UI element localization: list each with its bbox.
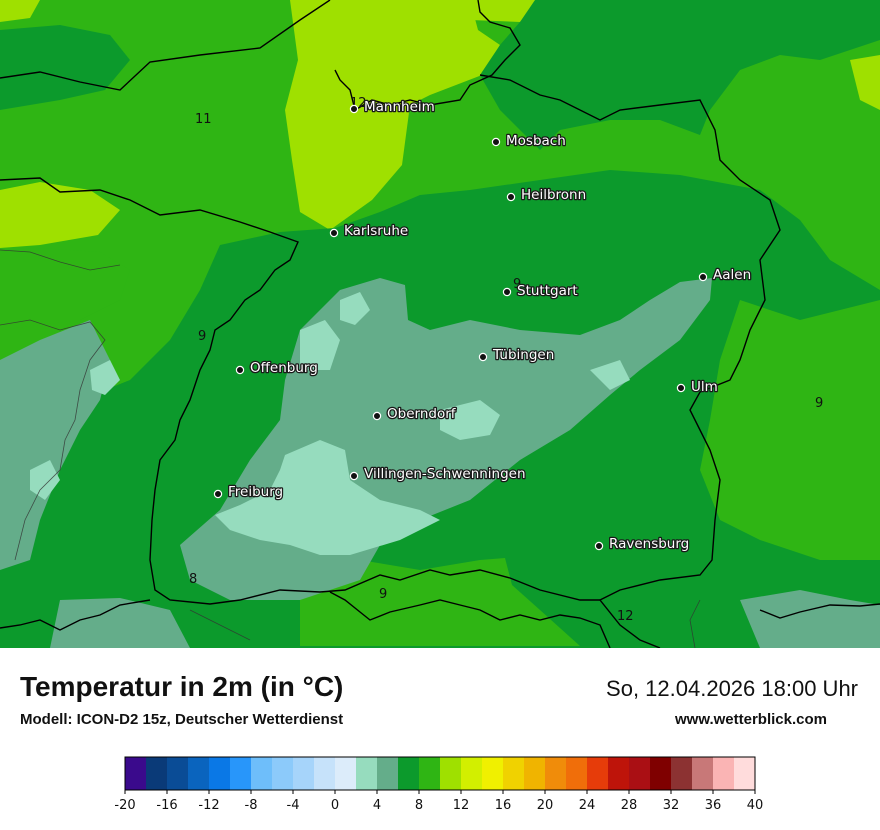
thin-borders bbox=[0, 249, 701, 648]
city-label: Mosbach bbox=[506, 133, 566, 149]
legend-swatch bbox=[440, 757, 462, 790]
legend-tick-label: -4 bbox=[287, 798, 300, 813]
city-label: Karlsruhe bbox=[344, 223, 408, 239]
legend-swatch bbox=[482, 757, 504, 790]
legend-swatch bbox=[146, 757, 168, 790]
city-label: Villingen-Schwenningen bbox=[364, 466, 526, 482]
legend-ticks: -20 -16 -12 -8 -4 0 4 8 12 16 20 24 28 32 36 40 bbox=[114, 790, 763, 813]
borders bbox=[0, 0, 880, 648]
legend-swatch bbox=[629, 757, 651, 790]
city-label: Mannheim bbox=[364, 99, 435, 115]
legend-swatch bbox=[188, 757, 210, 790]
city-label: Freiburg bbox=[228, 484, 283, 500]
legend-swatch bbox=[398, 757, 420, 790]
contour-label: 9 bbox=[198, 329, 206, 344]
city-mannheim[interactable]: Mannheim bbox=[349, 98, 436, 116]
city-label: Aalen bbox=[713, 267, 751, 283]
contour-label: 9 bbox=[379, 587, 387, 602]
city-tuebingen[interactable]: Tübingen bbox=[478, 346, 556, 364]
legend-tick-label: 36 bbox=[705, 798, 722, 813]
city-offenburg[interactable]: Offenburg bbox=[235, 359, 319, 377]
contour-label: 9 bbox=[815, 396, 823, 411]
city-ulm[interactable]: Ulm bbox=[676, 378, 719, 396]
legend-tick-label: 20 bbox=[537, 798, 554, 813]
legend-swatch bbox=[545, 757, 567, 790]
city-oberndorf[interactable]: Oberndorf bbox=[372, 405, 458, 423]
legend-swatch bbox=[734, 757, 756, 790]
temp-field-2-4 bbox=[30, 292, 630, 555]
legend-swatch bbox=[356, 757, 378, 790]
contour-label: 9 bbox=[513, 277, 521, 292]
legend-tick-label: -20 bbox=[114, 798, 135, 813]
legend-swatch bbox=[713, 757, 735, 790]
legend-tick-label: -16 bbox=[156, 798, 177, 813]
contour-label: 12 bbox=[617, 609, 634, 624]
legend-swatch bbox=[461, 757, 483, 790]
legend-swatch bbox=[692, 757, 714, 790]
legend-swatch bbox=[167, 757, 189, 790]
legend-swatch bbox=[608, 757, 630, 790]
map-title: Temperatur in 2m (in °C) bbox=[20, 671, 344, 702]
contour-label: 8 bbox=[189, 572, 197, 587]
city-mosbach[interactable]: Mosbach bbox=[491, 132, 567, 150]
legend-swatch bbox=[314, 757, 336, 790]
legend-tick-label: 16 bbox=[495, 798, 512, 813]
website-link[interactable]: www.wetterblick.com bbox=[675, 711, 827, 728]
city-label: Tübingen bbox=[492, 347, 554, 363]
legend-tick-label: 40 bbox=[747, 798, 764, 813]
legend-swatches bbox=[125, 757, 756, 790]
city-villingen-schwenningen[interactable]: Villingen-Schwenningen bbox=[349, 465, 527, 483]
legend-swatch bbox=[503, 757, 525, 790]
legend-frame bbox=[124, 756, 756, 791]
color-legend: -20 -16 -12 -8 -4 0 4 8 12 16 20 24 28 32 36 40 bbox=[114, 756, 763, 813]
city-markers: Mannheim Mosbach Heilbronn Karlsruhe Aal… bbox=[213, 98, 752, 553]
city-ravensburg[interactable]: Ravensburg bbox=[594, 535, 691, 553]
city-aalen[interactable]: Aalen bbox=[698, 266, 752, 284]
legend-swatch bbox=[272, 757, 294, 790]
city-label: Heilbronn bbox=[521, 187, 586, 203]
legend-swatch bbox=[377, 757, 399, 790]
legend-swatch bbox=[650, 757, 672, 790]
legend-swatch bbox=[335, 757, 357, 790]
legend-tick-label: 4 bbox=[373, 798, 381, 813]
city-label: Stuttgart bbox=[517, 283, 578, 299]
legend-swatch bbox=[671, 757, 693, 790]
legend-tick-label: 0 bbox=[331, 798, 339, 813]
legend-swatch bbox=[209, 757, 231, 790]
city-label: Ulm bbox=[691, 379, 718, 395]
city-label: Oberndorf bbox=[387, 406, 457, 422]
legend-tick-label: -8 bbox=[245, 798, 258, 813]
legend-swatch bbox=[230, 757, 252, 790]
temp-field-10-12 bbox=[0, 0, 880, 646]
model-source: Modell: ICON-D2 15z, Deutscher Wetterdie… bbox=[20, 711, 344, 728]
legend-swatch bbox=[293, 757, 315, 790]
temperature-map: 12 11 9 9 9 8 9 12 Mannheim Mosbach Heil… bbox=[0, 0, 880, 648]
city-heilbronn[interactable]: Heilbronn bbox=[506, 186, 587, 204]
legend-tick-label: -12 bbox=[198, 798, 219, 813]
legend-swatch bbox=[524, 757, 546, 790]
legend-tick-label: 24 bbox=[579, 798, 596, 813]
legend-swatch bbox=[125, 757, 147, 790]
legend-swatch bbox=[587, 757, 609, 790]
legend-tick-label: 12 bbox=[453, 798, 470, 813]
legend-swatch bbox=[566, 757, 588, 790]
city-stuttgart[interactable]: Stuttgart bbox=[502, 282, 579, 300]
city-freiburg[interactable]: Freiburg bbox=[213, 483, 284, 501]
legend-tick-label: 8 bbox=[415, 798, 423, 813]
legend-swatch bbox=[419, 757, 441, 790]
legend-tick-label: 32 bbox=[663, 798, 680, 813]
legend-swatch bbox=[251, 757, 273, 790]
contour-label: 11 bbox=[195, 112, 212, 127]
city-label: Offenburg bbox=[250, 360, 318, 376]
city-label: Ravensburg bbox=[609, 536, 689, 552]
legend-tick-label: 28 bbox=[621, 798, 638, 813]
forecast-datetime: So, 12.04.2026 18:00 Uhr bbox=[606, 676, 858, 701]
city-karlsruhe[interactable]: Karlsruhe bbox=[329, 222, 410, 240]
